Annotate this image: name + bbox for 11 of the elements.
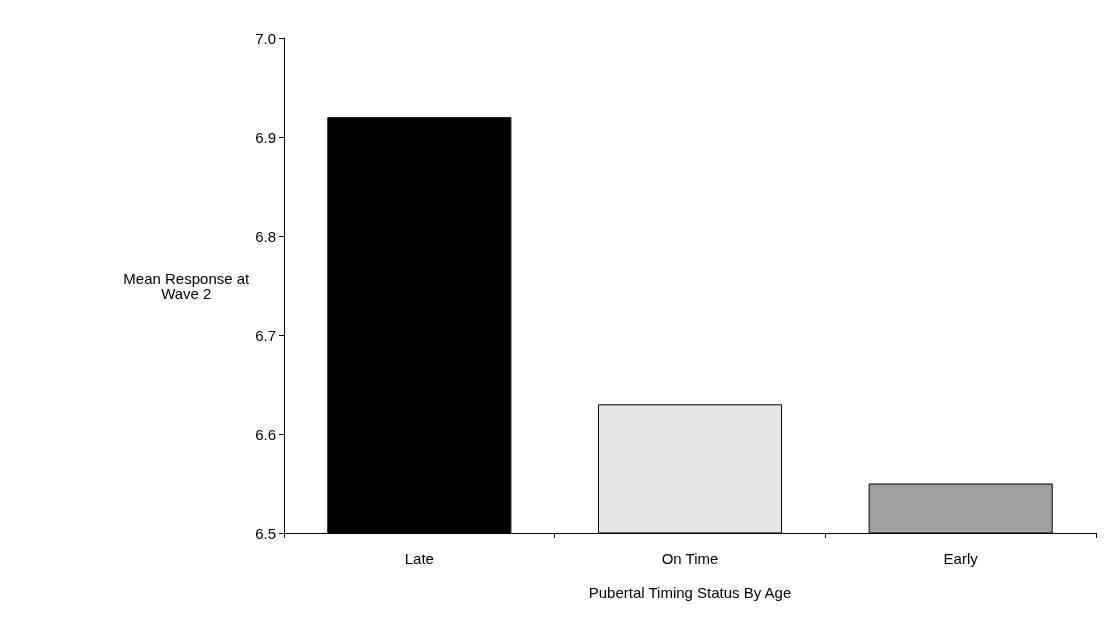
y-tick-label: 6.6 [255,425,276,443]
y-tick-label: 6.8 [255,227,276,245]
y-tick-label: 6.9 [255,128,276,146]
y-tick-label: 7.0 [255,29,276,47]
x-tick-label: Early [943,550,979,567]
y-tick-label: 6.7 [255,326,276,344]
y-axis-title: Mean Response at Wave 2 [123,269,251,302]
x-tick-label: Late [404,550,434,567]
x-tick-label: On Time [661,550,719,567]
x-axis-title: Pubertal Timing Status By Age [588,584,792,601]
y-tick-label: 6.5 [255,524,276,542]
